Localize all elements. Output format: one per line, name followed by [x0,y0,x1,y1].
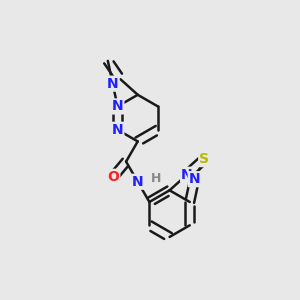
Text: H: H [151,172,162,185]
Text: N: N [189,172,200,186]
Text: N: N [181,168,193,182]
Text: N: N [132,175,143,189]
Text: S: S [199,152,209,166]
Text: N: N [112,123,123,137]
Text: N: N [107,76,118,91]
Text: O: O [107,170,119,184]
Text: N: N [112,99,123,113]
